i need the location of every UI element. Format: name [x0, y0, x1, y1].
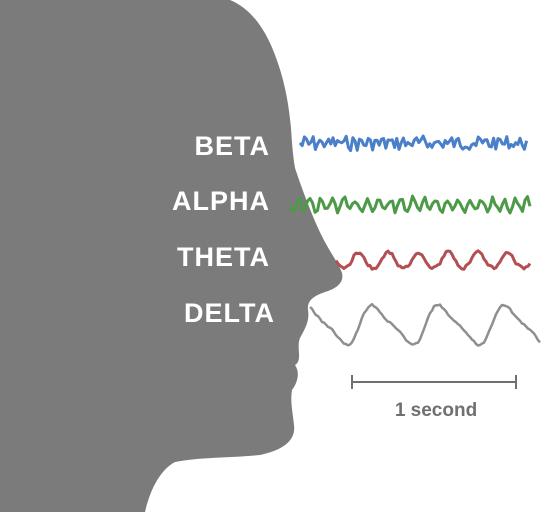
- head-silhouette: [0, 0, 343, 512]
- alpha-label: ALPHA: [172, 186, 270, 216]
- scale-bar-label: 1 second: [395, 400, 477, 421]
- delta-label: DELTA: [184, 298, 275, 328]
- alpha-waveform: [288, 194, 532, 215]
- theta-waveform: [334, 249, 532, 271]
- beta-label: BETA: [195, 131, 271, 161]
- delta-waveform: [309, 302, 541, 347]
- beta-waveform: [298, 134, 529, 153]
- scale-bar: [351, 375, 517, 389]
- theta-label: THETA: [177, 242, 270, 272]
